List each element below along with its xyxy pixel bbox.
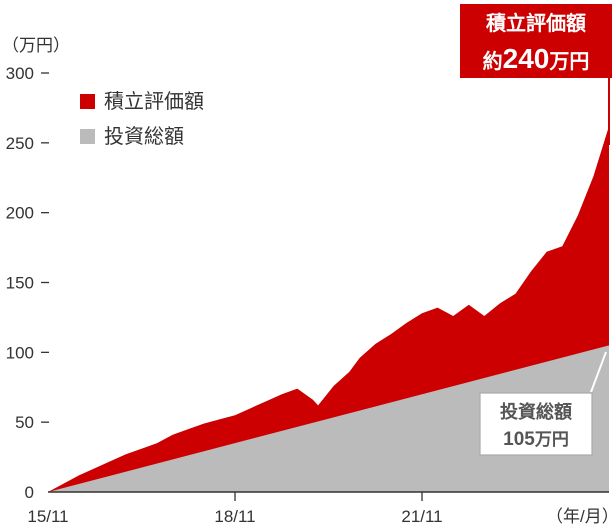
valuation-callout: 積立評価額 約240万円 <box>460 4 612 145</box>
y-tick-label: 250 <box>6 134 34 153</box>
invested-area <box>48 345 609 492</box>
invested-callout-amount: 105万円 <box>503 429 569 450</box>
valuation-callout-unit: 万円 <box>548 51 589 73</box>
valuation-callout-title: 積立評価額 <box>486 11 586 35</box>
x-tick-label: 15/11 <box>27 507 68 526</box>
legend-swatch-invested <box>80 129 95 144</box>
invested-callout-value: 105 <box>503 429 535 450</box>
invested-callout-title: 投資総額 <box>500 401 572 422</box>
y-tick-label: 50 <box>15 413 34 432</box>
legend: 積立評価額 投資総額 <box>80 90 204 148</box>
invested-callout-box <box>479 392 593 456</box>
y-tick-label: 150 <box>6 274 34 293</box>
invested-callout-leader <box>590 351 607 393</box>
y-axis-ticks: 0 50 100 150 200 250 300 <box>6 64 49 502</box>
x-tick-label: 21/11 <box>401 507 442 526</box>
plot-areas <box>48 126 609 492</box>
valuation-callout-box <box>460 4 612 78</box>
y-tick-label: 300 <box>6 64 34 83</box>
y-tick-label: 0 <box>25 483 34 502</box>
legend-label-invested: 投資総額 <box>104 125 184 148</box>
y-axis-unit: （万円） <box>2 36 70 55</box>
x-axis-unit: （年/月） <box>546 507 614 526</box>
x-axis-ticks: 15/11 18/11 21/11 <box>27 492 443 526</box>
x-tick-label: 18/11 <box>214 507 255 526</box>
legend-swatch-valuation <box>80 94 95 109</box>
valuation-callout-prefix: 約 <box>483 49 503 73</box>
y-tick-label: 100 <box>6 343 34 362</box>
valuation-callout-amount: 約240万円 <box>483 43 590 74</box>
invested-callout: 投資総額 105万円 <box>479 351 607 456</box>
invested-callout-unit: 万円 <box>534 430 569 449</box>
y-tick-label: 200 <box>6 204 34 223</box>
legend-label-valuation: 積立評価額 <box>104 90 204 113</box>
valuation-callout-value: 240 <box>503 43 550 74</box>
